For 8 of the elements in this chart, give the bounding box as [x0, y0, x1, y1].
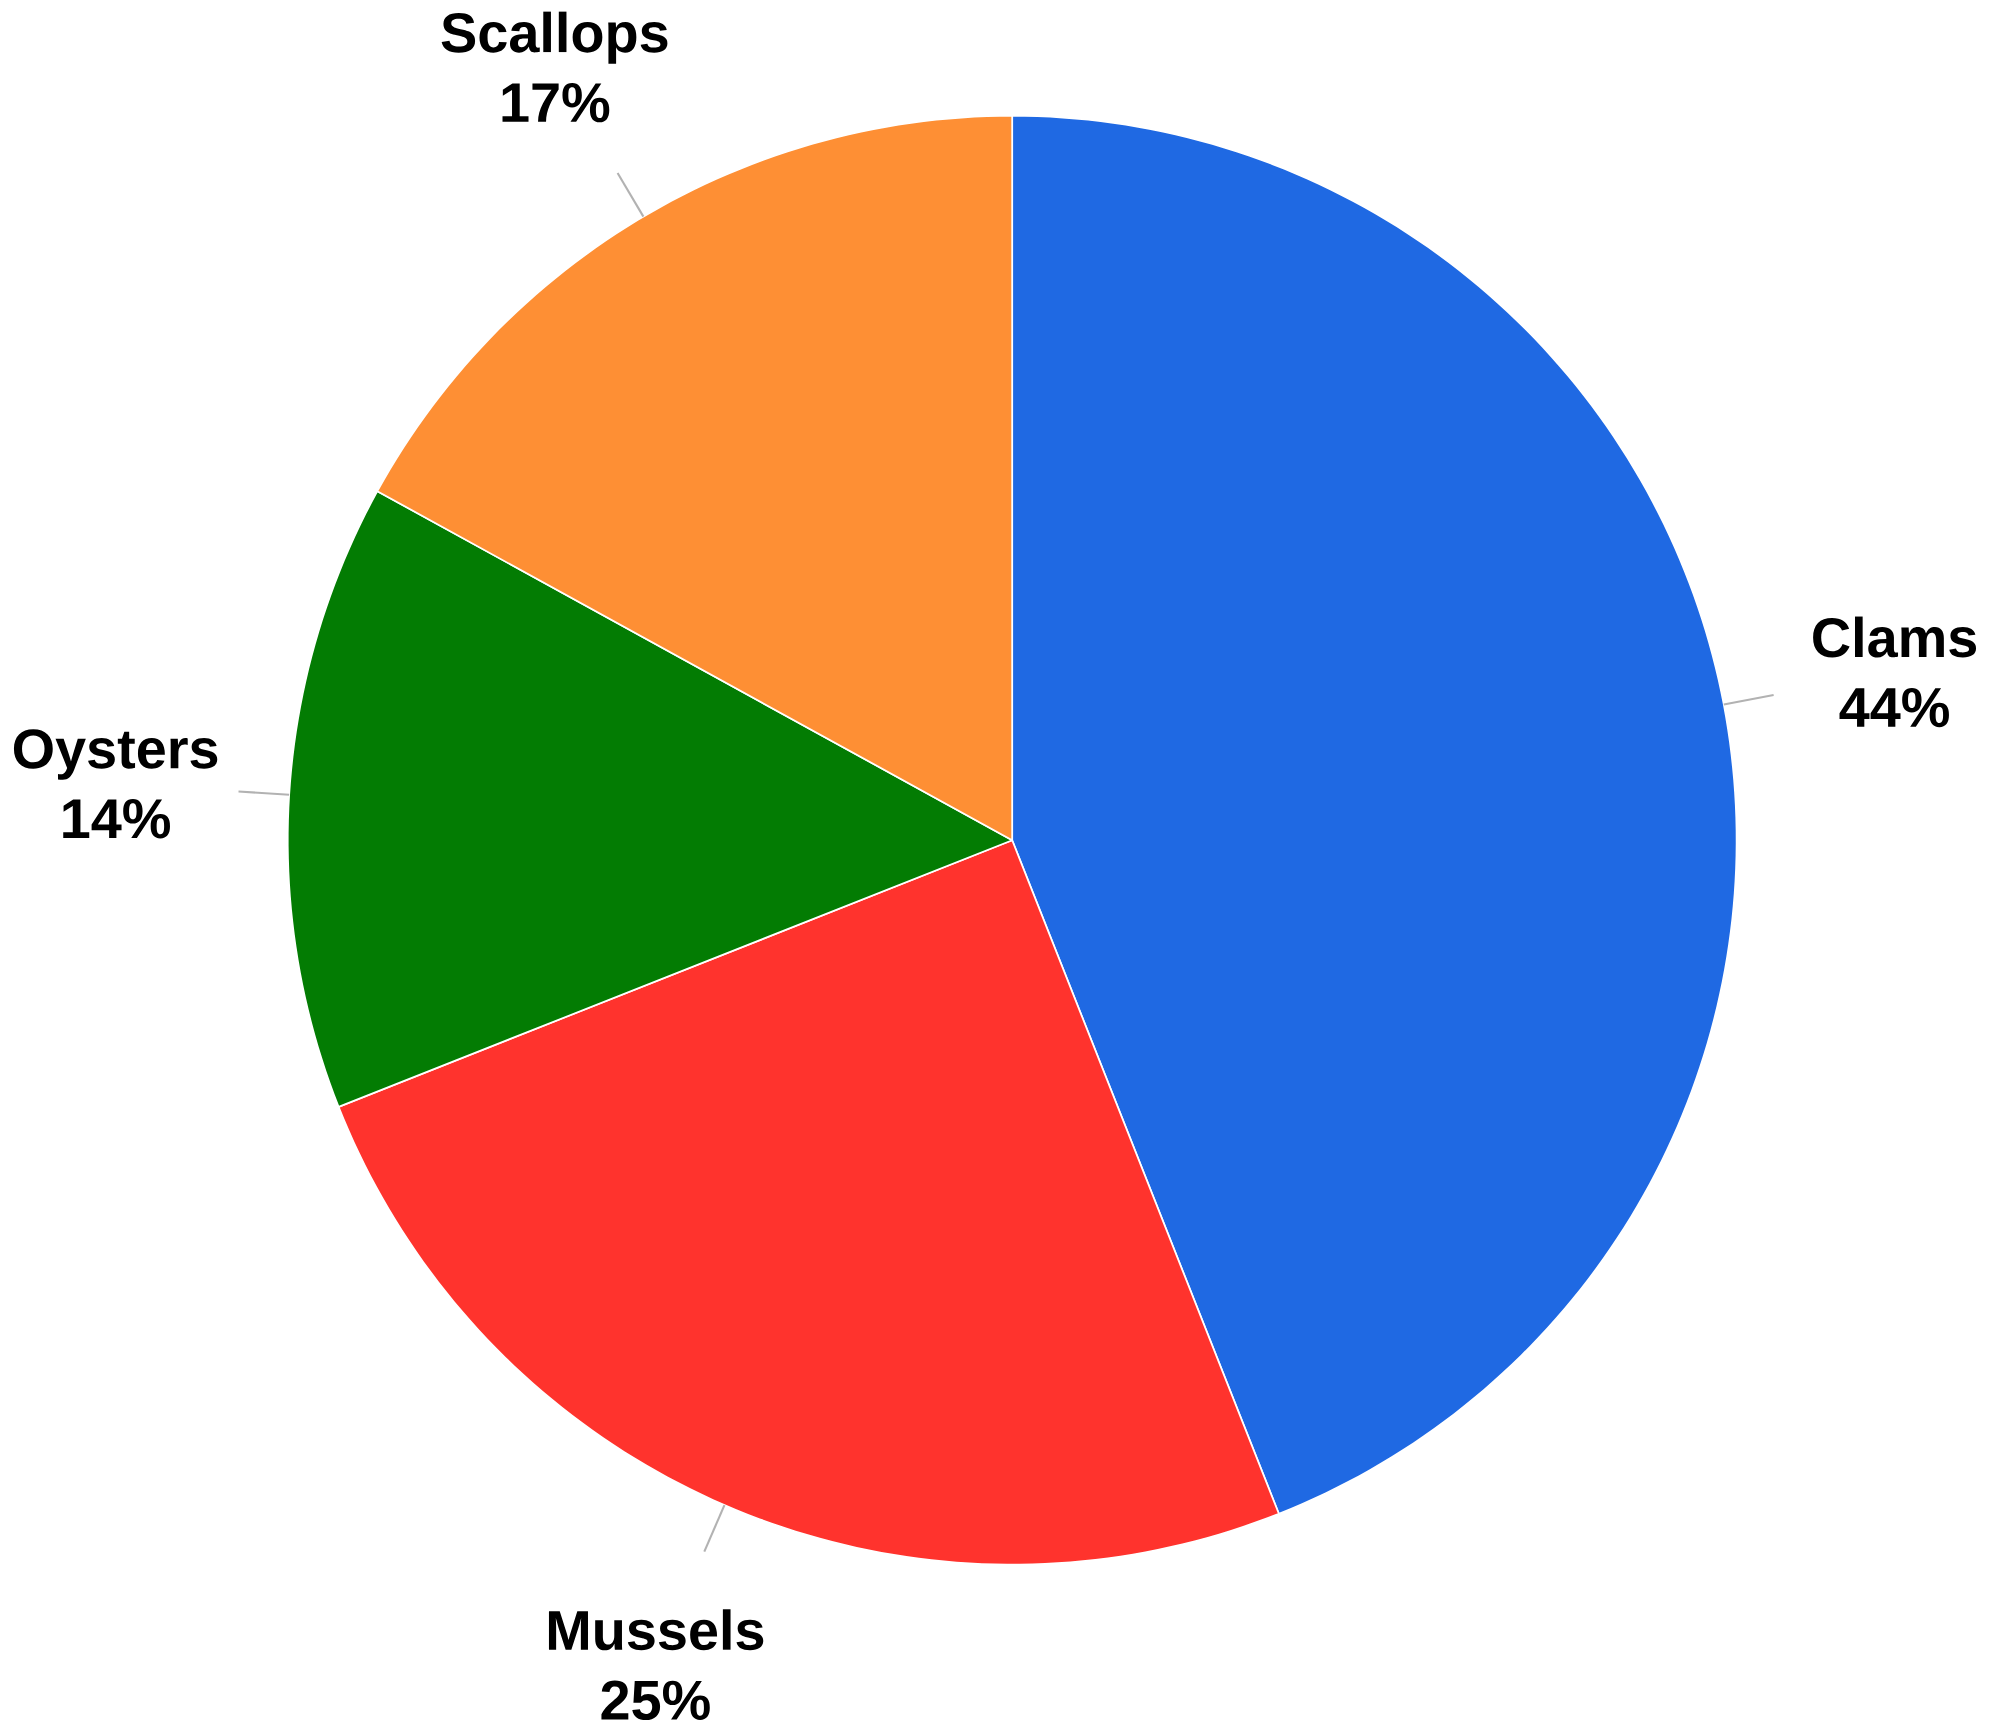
data-label: 17% [502, 83, 610, 123]
data-label: 14% [63, 799, 170, 839]
slice-label: Scallops [441, 11, 668, 64]
data-label: 44% [1839, 688, 1949, 728]
slice-label: Clams [1813, 616, 1977, 658]
slice-label: Mussels [548, 1609, 764, 1651]
data-label: 25% [601, 1680, 710, 1721]
slice-label: Oysters [13, 729, 218, 780]
